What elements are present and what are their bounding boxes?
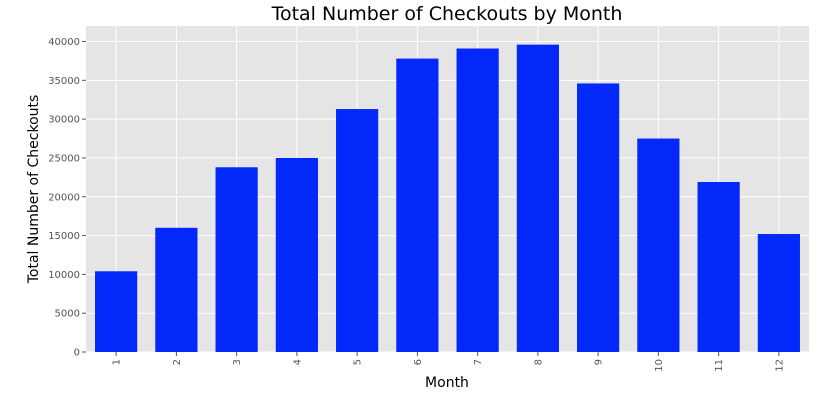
bar-month-1	[95, 271, 138, 352]
y-tick-label: 0	[74, 348, 80, 359]
bar-month-6	[396, 58, 439, 352]
bar-month-2	[155, 227, 198, 352]
y-tick-label: 20000	[48, 192, 80, 203]
x-tick-label: 10	[654, 359, 665, 372]
x-axis-ticks: 1 2 3 4 5 6 7 8 9 10 11 12	[112, 352, 785, 372]
x-tick-label: 4	[292, 359, 303, 365]
bar-month-11	[697, 182, 740, 352]
x-axis-title: Month	[425, 375, 469, 391]
bar-month-10	[637, 138, 680, 352]
y-tick-label: 10000	[48, 270, 80, 281]
bar-month-7	[456, 48, 499, 353]
bar-month-3	[215, 167, 258, 352]
y-axis-ticks: 0 5000 10000 15000 20000 25000 30000 35000 40000	[48, 37, 86, 359]
x-tick-label: 3	[232, 359, 243, 365]
y-tick-label: 5000	[55, 309, 80, 320]
x-tick-label: 1	[112, 359, 123, 365]
y-tick-label: 30000	[48, 115, 80, 126]
x-tick-label: 2	[172, 359, 183, 365]
y-axis-title: Total Number of Checkouts	[26, 95, 42, 285]
x-tick-label: 8	[533, 359, 544, 365]
bar-month-9	[577, 83, 620, 352]
bar-month-8	[516, 44, 559, 352]
bars	[95, 44, 800, 353]
y-tick-label: 25000	[48, 153, 80, 164]
x-tick-label: 7	[473, 359, 484, 365]
x-tick-label: 9	[594, 359, 605, 365]
y-tick-label: 15000	[48, 231, 80, 242]
x-tick-label: 12	[774, 359, 785, 372]
bar-month-5	[336, 109, 379, 352]
y-tick-label: 40000	[48, 37, 80, 48]
x-tick-label: 6	[413, 359, 424, 365]
bar-month-4	[275, 157, 318, 352]
x-tick-label: 5	[353, 359, 364, 365]
x-tick-label: 11	[714, 359, 725, 372]
bar-month-12	[757, 234, 800, 352]
y-tick-label: 35000	[48, 76, 80, 87]
chart-title: Total Number of Checkouts by Month	[271, 3, 623, 25]
